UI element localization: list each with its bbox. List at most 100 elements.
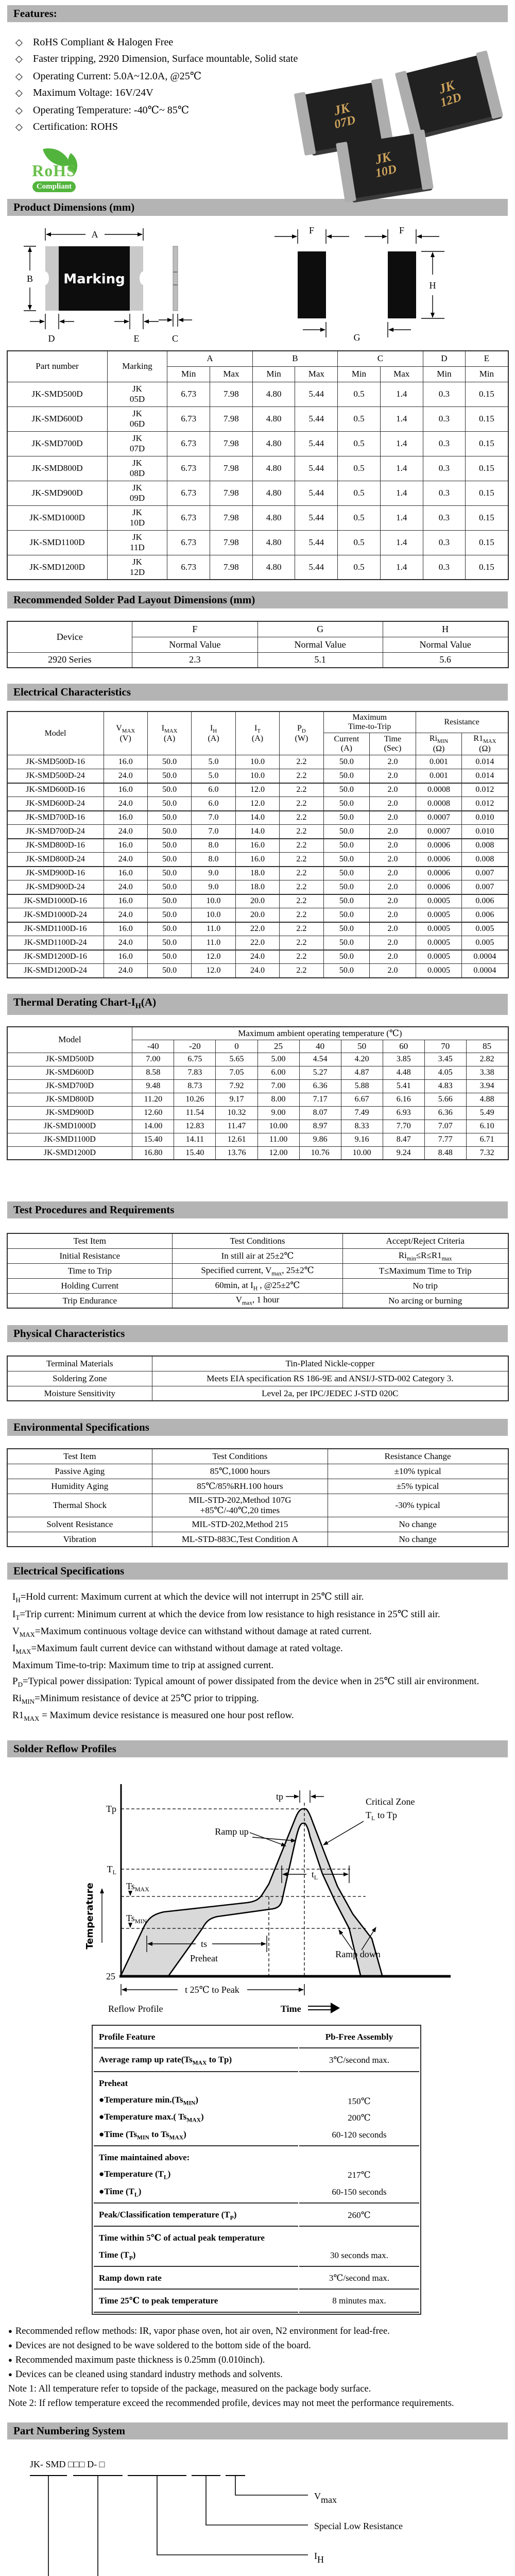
table-cell: Humidity Aging (6, 1478, 153, 1494)
feature-item: ◇ Operating Temperature: -40℃~ 85℃ (15, 104, 515, 116)
table-cell: Current (A) (323, 732, 370, 756)
table-cell: 2.2 (279, 852, 324, 867)
table-cell: Time (Sec) (369, 732, 416, 756)
ts-annotation: ts Preheat (146, 1935, 267, 1963)
table-cell: 40 (299, 1039, 341, 1053)
feature-cell: Time within 5℃ of actual peak temperatur… (94, 2228, 298, 2267)
table-cell: Accept/Reject Criteria (342, 1233, 509, 1249)
table-cell: 0.001 (415, 769, 462, 784)
table-cell: 6.73 (167, 406, 211, 432)
model-cell: JK-SMD1200D (6, 1146, 133, 1160)
path-element (48, 2475, 49, 2576)
table-cell: 7.98 (210, 480, 253, 506)
sub-element: MIN (183, 2099, 196, 2107)
temperature-axis-label: Temperature (84, 1883, 104, 1950)
table-cell: 13.76 (215, 1146, 258, 1160)
line-element (252, 1837, 296, 1843)
table-cell: 12.60 (132, 1106, 175, 1120)
table-cell: 0.5 (337, 431, 381, 456)
header-row: Part number Marking A B C D E (7, 350, 508, 382)
table-cell: 12.0 (235, 783, 280, 798)
section-header-solder-reflow: Solder Reflow Profiles (7, 1740, 508, 1757)
line-element (361, 1927, 376, 1951)
rect-element (173, 246, 178, 311)
table-cell: 24.0 (103, 852, 148, 867)
dimension-H: H (421, 251, 444, 319)
table-cell: 0.0008 (415, 783, 462, 798)
reflow-bullet: ● Devices can be cleaned using standard i… (8, 2369, 515, 2380)
header-row: Model Maximum ambient operating temperatu… (6, 1026, 508, 1053)
table-cell: 0.005 (461, 922, 508, 937)
table-cell: Test Conditions (152, 1448, 328, 1464)
table-cell: 2.0 (369, 852, 416, 867)
table-cell: 0.001 (415, 755, 462, 770)
path-element (331, 2002, 340, 2013)
rect-element (388, 251, 416, 318)
tp-label: Tp (106, 1804, 116, 1814)
table-cell: 16.80 (132, 1146, 175, 1160)
table-cell: 2.2 (279, 866, 324, 881)
chip-marking: JK 12D (404, 67, 494, 120)
table-cell: G (257, 621, 383, 637)
text-element: Temperature (84, 1883, 95, 1949)
connector-lines (48, 2475, 308, 2576)
diamond-bullet-icon: ◇ (15, 54, 23, 64)
feature-cell: Preheat ●Temperature min.(TsMIN) ●Temperat… (94, 2073, 298, 2146)
table-cell: 24.0 (103, 769, 148, 784)
table-cell: 50.0 (147, 755, 192, 770)
table-row: JK-SMD900D-24 24.0 50.0 9.0 18.0 2.2 50.0 2.0 0.… (7, 880, 508, 895)
table-cell: 50.0 (147, 922, 192, 937)
table-cell: 0.15 (465, 530, 508, 555)
table-cell: 3.85 (382, 1052, 425, 1066)
table-row: JK-SMD1000D-24 24.0 50.0 10.0 20.0 2.2 50.0 2.0… (7, 908, 508, 923)
table-cell: -20 (174, 1039, 216, 1053)
table-cell: VMAX (V) (103, 711, 148, 756)
table-cell: 8.73 (174, 1079, 216, 1093)
table-cell: 3.38 (466, 1065, 509, 1080)
marking-cell: JK 12D (107, 554, 168, 580)
table-cell: 50.0 (323, 755, 370, 770)
table-cell: 2.0 (369, 796, 416, 811)
table-cell: 7.05 (215, 1065, 258, 1080)
table-cell: 50.0 (147, 963, 192, 978)
table-cell: Holding Current (6, 1278, 173, 1294)
sub-element: H (253, 1285, 258, 1292)
table-cell: H (382, 621, 509, 637)
physical-characteristics-table: Terminal Materials Tin-Plated Nickle-copp… (6, 1355, 509, 1402)
table-cell: 0.5 (337, 554, 381, 580)
table-cell: IH (A) (191, 711, 236, 756)
model-cell: JK-SMD1200D-16 (7, 950, 104, 964)
table-cell: 1.4 (380, 431, 423, 456)
text-element: Ramp down (335, 1949, 381, 1959)
ellipse-element (140, 272, 147, 285)
dimension-E: E (114, 314, 159, 344)
table-cell: 50.0 (323, 880, 370, 895)
table-cell: 18.0 (235, 880, 280, 895)
table-cell: 6.75 (174, 1052, 216, 1066)
table-cell: 5.44 (295, 455, 338, 481)
table-cell: 20.0 (235, 894, 280, 909)
table-cell: 0.0004 (461, 950, 508, 964)
sub-element: MIN (21, 1698, 35, 1706)
table-cell: 10.00 (257, 1119, 300, 1133)
table-cell: 7.98 (210, 455, 253, 481)
table-cell: A (167, 350, 253, 367)
table-cell: Moisture Sensitivity (6, 1385, 153, 1401)
table-cell: 2.0 (369, 894, 416, 909)
table-cell: 0 (215, 1039, 258, 1053)
environmental-table: Test Item Test Conditions Resistance Chang… (6, 1448, 509, 1548)
model-cell: JK-SMD600D-24 (7, 796, 104, 811)
table-cell: 2.82 (466, 1052, 509, 1066)
table-cell: Soldering Zone (6, 1370, 153, 1386)
table-cell: 10.0 (235, 769, 280, 784)
table-cell: Initial Resistance (6, 1248, 173, 1264)
model-cell: JK-SMD1100D-24 (7, 936, 104, 951)
section-header-thermal-derating: Thermal Derating Chart-IH(A) (7, 993, 508, 1015)
table-cell: Normal Value (382, 636, 509, 653)
table-cell: 50.0 (323, 810, 370, 825)
table-cell: Maximum ambient operating temperature (℃… (132, 1026, 508, 1040)
table-row: JK-SMD700D 9.48 8.73 7.92 7.00 6.36 5.88 5.41 4.… (6, 1079, 509, 1093)
table-cell: IT (A) (235, 711, 280, 756)
table-cell: 0.0006 (415, 852, 462, 867)
reflow-profile-chart: Temperature Tp TL TsMAX TsMIN 25 tp Crit… (84, 1784, 451, 2014)
